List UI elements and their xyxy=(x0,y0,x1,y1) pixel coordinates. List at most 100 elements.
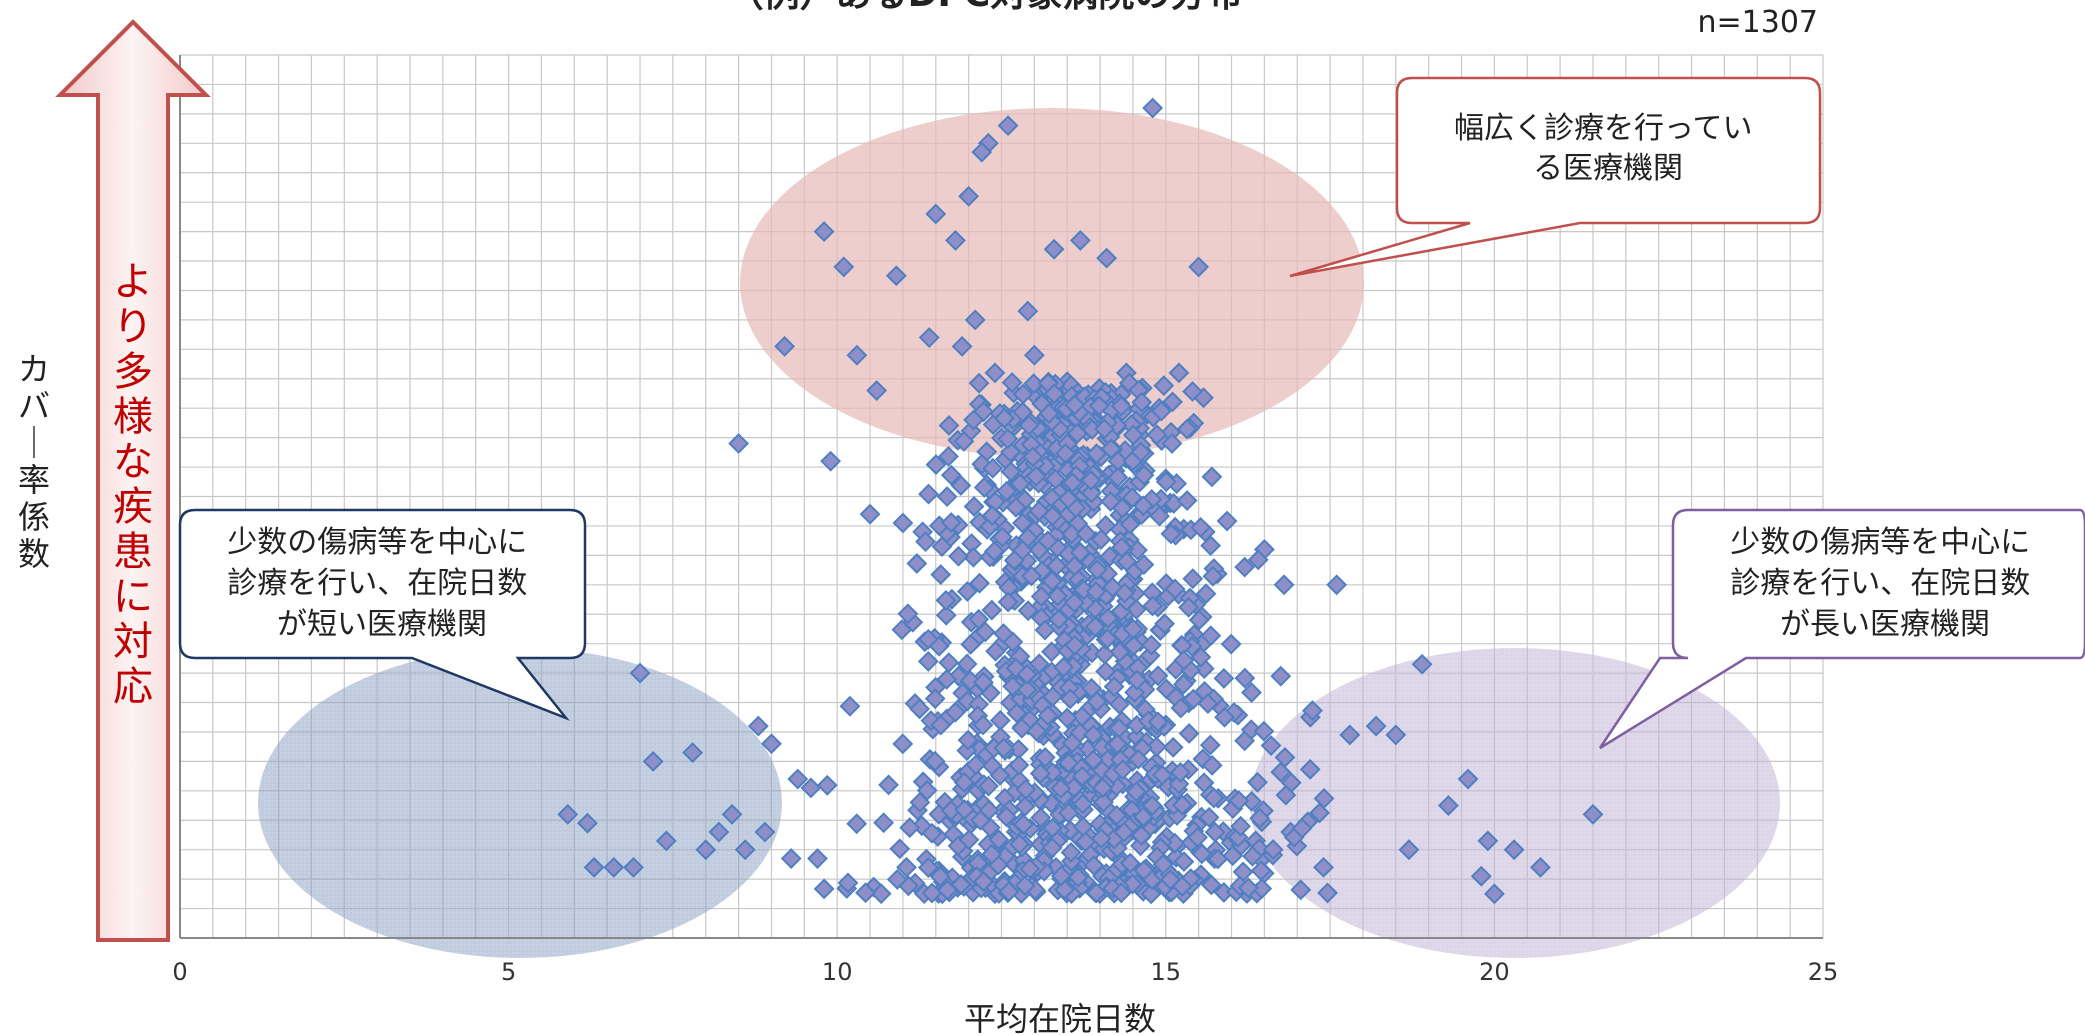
data-point xyxy=(1000,441,1021,463)
data-point xyxy=(695,839,717,861)
data-point xyxy=(938,652,960,674)
data-point xyxy=(1171,794,1193,816)
data-point xyxy=(1147,711,1169,733)
data-point xyxy=(855,882,876,904)
data-point xyxy=(906,553,928,574)
data-point xyxy=(896,856,917,878)
data-point xyxy=(1093,791,1114,813)
arrow-text-char: 応 xyxy=(113,664,153,710)
data-point xyxy=(1178,723,1200,744)
data-point xyxy=(1270,665,1292,687)
data-point xyxy=(1037,705,1059,726)
data-point xyxy=(936,486,958,508)
callout-long-line-3: が長い医療機関 xyxy=(1780,607,1990,642)
data-point xyxy=(1193,772,1215,794)
data-point xyxy=(1199,734,1221,756)
x-tick-label: 0 xyxy=(172,958,187,986)
data-point xyxy=(892,512,914,534)
data-point xyxy=(870,883,892,905)
data-point xyxy=(1176,418,1198,440)
data-point xyxy=(938,445,959,467)
data-point xyxy=(1234,730,1256,752)
data-point xyxy=(993,737,1015,759)
data-point xyxy=(1100,438,1122,460)
data-point xyxy=(1041,837,1063,859)
data-point xyxy=(1019,858,1041,880)
data-point xyxy=(897,603,919,625)
data-point xyxy=(1023,344,1045,366)
data-point xyxy=(1005,496,1027,518)
data-point xyxy=(1182,568,1204,590)
data-point xyxy=(953,772,975,793)
data-point xyxy=(642,750,664,772)
data-point xyxy=(1030,807,1052,829)
arrow-text-char: な xyxy=(113,439,153,485)
data-point xyxy=(945,230,966,251)
data-point xyxy=(866,380,888,401)
data-point xyxy=(1092,777,1114,799)
x-tick-label: 5 xyxy=(501,958,516,986)
data-point xyxy=(1503,839,1525,861)
data-point xyxy=(928,635,950,657)
data-point xyxy=(925,203,947,225)
data-point xyxy=(1133,859,1155,881)
data-point xyxy=(1313,788,1335,809)
data-point xyxy=(1457,768,1479,790)
data-point xyxy=(937,879,958,901)
data-point xyxy=(1061,472,1083,494)
data-point xyxy=(956,653,978,675)
data-point xyxy=(1008,754,1030,776)
data-point xyxy=(1169,762,1191,783)
data-point xyxy=(970,809,991,831)
data-point xyxy=(1385,724,1407,746)
data-point xyxy=(969,572,990,594)
data-point xyxy=(1207,848,1229,870)
data-point xyxy=(774,335,796,357)
data-point xyxy=(1154,613,1175,635)
data-point xyxy=(1011,717,1033,739)
callout-broad-line-1: 幅広く診療を行ってい xyxy=(1454,111,1753,146)
data-point xyxy=(1034,619,1056,641)
data-point xyxy=(1021,565,1042,587)
data-point xyxy=(1234,667,1256,689)
arrow-text-char: に xyxy=(113,574,153,620)
data-point xyxy=(1253,720,1275,742)
data-point xyxy=(728,433,750,454)
callout-long-line-2: 診療を行い、在院日数 xyxy=(1730,566,2030,601)
data-point xyxy=(1060,842,1082,863)
arrow-text-char: り xyxy=(113,304,153,350)
data-point xyxy=(958,829,980,851)
data-point xyxy=(1188,256,1210,278)
callout-broad-line-2: る医療機関 xyxy=(1533,151,1683,186)
data-point xyxy=(956,581,978,602)
data-point xyxy=(1113,821,1135,843)
data-point xyxy=(935,604,957,626)
data-point xyxy=(721,803,743,825)
data-point xyxy=(1260,735,1282,756)
data-point xyxy=(1045,468,1066,490)
data-point xyxy=(950,475,972,496)
data-point xyxy=(984,362,1006,384)
data-point xyxy=(993,623,1014,644)
svg-text:少数の傷病等を中心に 診療を行い、在院日数: 少数の傷病等を中心に 診療を行い、在院日数 が短い医療機関 xyxy=(227,525,537,642)
data-point xyxy=(1013,814,1034,835)
data-point xyxy=(918,483,939,505)
data-point xyxy=(1046,555,1068,577)
data-point xyxy=(1172,673,1194,695)
data-point xyxy=(1220,633,1242,655)
data-point xyxy=(1000,461,1022,483)
data-point xyxy=(1057,488,1079,510)
data-point xyxy=(1141,634,1162,656)
data-point xyxy=(1230,815,1252,837)
data-point xyxy=(1173,649,1195,671)
data-point xyxy=(859,503,881,525)
data-point xyxy=(1146,424,1168,446)
data-point xyxy=(921,822,943,844)
data-point xyxy=(971,141,993,163)
data-point xyxy=(682,742,704,763)
data-point xyxy=(1103,676,1125,698)
data-point xyxy=(889,838,911,860)
data-point xyxy=(1238,877,1259,899)
y-axis-title-char: 率 xyxy=(18,461,50,499)
